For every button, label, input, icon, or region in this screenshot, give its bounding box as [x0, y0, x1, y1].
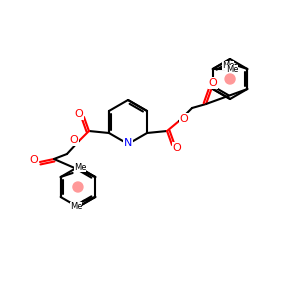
- Text: O: O: [75, 109, 83, 119]
- Text: O: O: [173, 143, 182, 153]
- Text: O: O: [180, 114, 188, 124]
- Text: Me: Me: [222, 61, 234, 70]
- Text: N: N: [124, 138, 132, 148]
- Circle shape: [73, 182, 83, 192]
- Text: Me: Me: [70, 202, 82, 211]
- Text: O: O: [30, 155, 38, 165]
- Text: Me: Me: [226, 64, 238, 74]
- Text: Me: Me: [74, 163, 86, 172]
- Circle shape: [225, 74, 235, 84]
- Text: O: O: [209, 78, 218, 88]
- Text: O: O: [70, 135, 78, 145]
